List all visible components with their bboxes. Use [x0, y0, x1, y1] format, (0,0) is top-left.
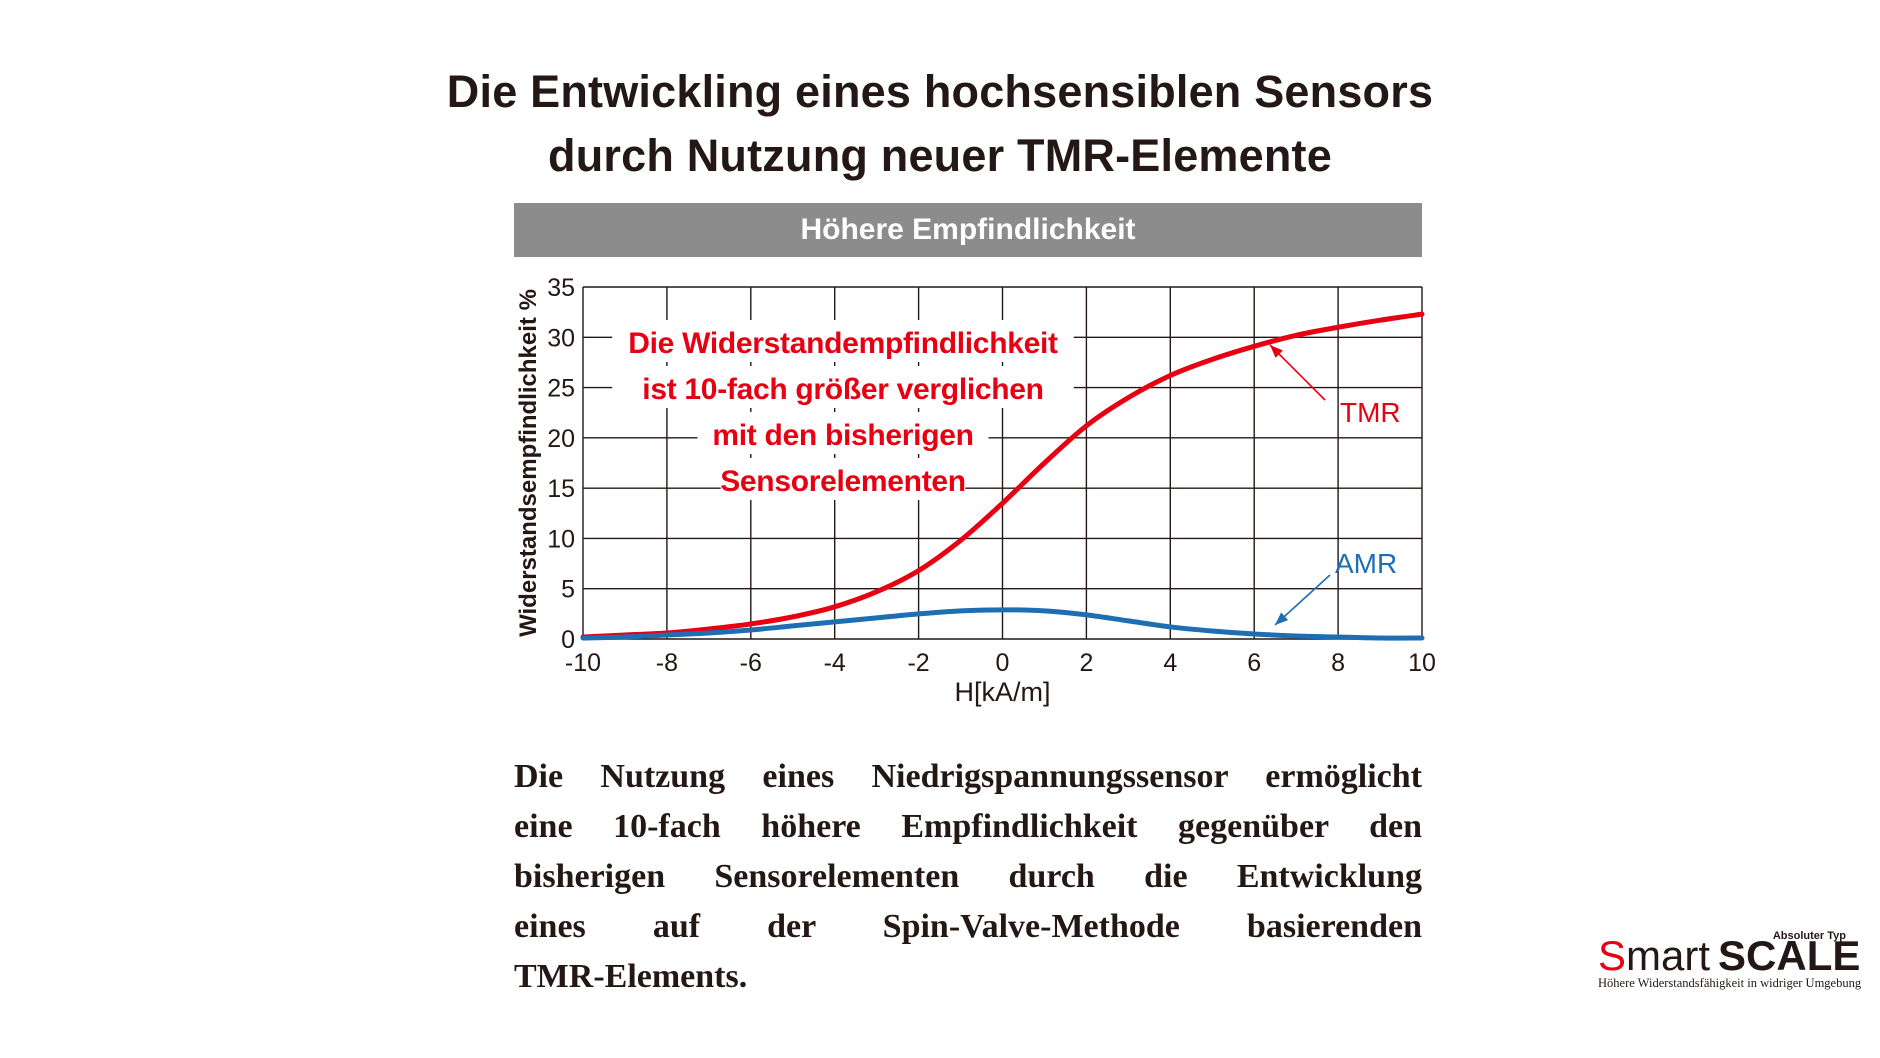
y-tick-label: 0: [561, 626, 575, 654]
annotation-background: [612, 320, 1074, 362]
annotation-text: ist 10-fach größer verglichen: [642, 373, 1043, 406]
paragraph-line: TMR-Elements.: [514, 958, 748, 995]
annotation-background: [720, 458, 966, 500]
y-tick-label: 20: [547, 425, 575, 453]
paragraph-line: eines auf der Spin-Valve-Methode basiere…: [514, 908, 1422, 945]
logo-mart: mart: [1626, 932, 1711, 979]
page-title: Die Entwickling eines hochsensiblen Sens…: [330, 60, 1550, 188]
paragraph-line: eine 10-fach höhere Empfindlichkeit gege…: [514, 808, 1422, 845]
x-tick-label: -6: [740, 649, 762, 677]
annotation-text: mit den bisherigen: [712, 419, 973, 452]
x-tick-label: 6: [1247, 649, 1261, 677]
x-tick-label: 10: [1408, 649, 1436, 677]
x-tick-label: 0: [996, 649, 1010, 677]
annotation-background: [612, 366, 1074, 408]
y-axis-label: Widerstandsempfindlichkeit %: [515, 289, 542, 637]
x-tick-label: 8: [1331, 649, 1345, 677]
series-label-tmr: TMR: [1340, 397, 1401, 428]
annotation-text: Die Widerstandempfindlichkeit: [628, 327, 1058, 360]
x-axis-label: H[kA/m]: [954, 677, 1050, 707]
x-tick-label: -2: [907, 649, 929, 677]
title-line-1: Die Entwickling eines hochsensiblen Sens…: [446, 66, 1434, 117]
series-label-amr: AMR: [1335, 548, 1397, 579]
series-line-tmr: [580, 311, 1425, 640]
x-tick-label: -10: [565, 649, 601, 677]
y-tick-label: 35: [547, 274, 575, 302]
amr-leader-arrow-head: [1275, 612, 1289, 625]
x-tick-label: -4: [824, 649, 846, 677]
smart-scale-logo: Absoluter Typ Smart SCALE Höhere Widersta…: [1598, 918, 1862, 991]
annotation-block: Die Widerstandempfindlichkeit ist 10-fach…: [612, 320, 1074, 500]
description-paragraph: Die Nutzung eines Niedrigspannungssensor…: [514, 752, 1422, 1002]
x-tick-label: 4: [1163, 649, 1177, 677]
logo-tagline: Höhere Widerstandsfähigkeit in widriger …: [1598, 976, 1862, 990]
logo-s: S: [1598, 932, 1627, 979]
y-tick-label: 5: [561, 576, 575, 604]
tmr-leader-arrow-head: [1270, 345, 1283, 358]
chart-banner: Höhere Empfindlichkeit: [514, 203, 1422, 257]
y-tick-label: 30: [547, 324, 575, 352]
y-tick-label: 10: [547, 525, 575, 553]
paragraph-line: Die Nutzung eines Niedrigspannungssensor…: [514, 758, 1422, 795]
paragraph-line: bisherigen Sensorelementen durch die Ent…: [514, 858, 1422, 895]
y-tick-label: 25: [547, 375, 575, 403]
x-tick-label: -8: [656, 649, 678, 677]
y-tick-label: 15: [547, 475, 575, 503]
logo-superscript: Absoluter Typ: [1772, 930, 1846, 942]
sensitivity-chart: -10 -8 -6 -4 -2 0 2 4 6 8 10 0 5 10 15 20 25 30 35 H[kA/m] W…: [515, 274, 1436, 707]
logo-scale: SCALE: [1718, 932, 1861, 979]
series-line-amr: [580, 607, 1425, 641]
x-tick-label: 2: [1079, 649, 1093, 677]
title-line-2: durch Nutzung neuer TMR-Elemente: [548, 130, 1332, 181]
annotation-background: [697, 412, 989, 454]
annotation-text: Sensorelementen: [720, 465, 966, 498]
